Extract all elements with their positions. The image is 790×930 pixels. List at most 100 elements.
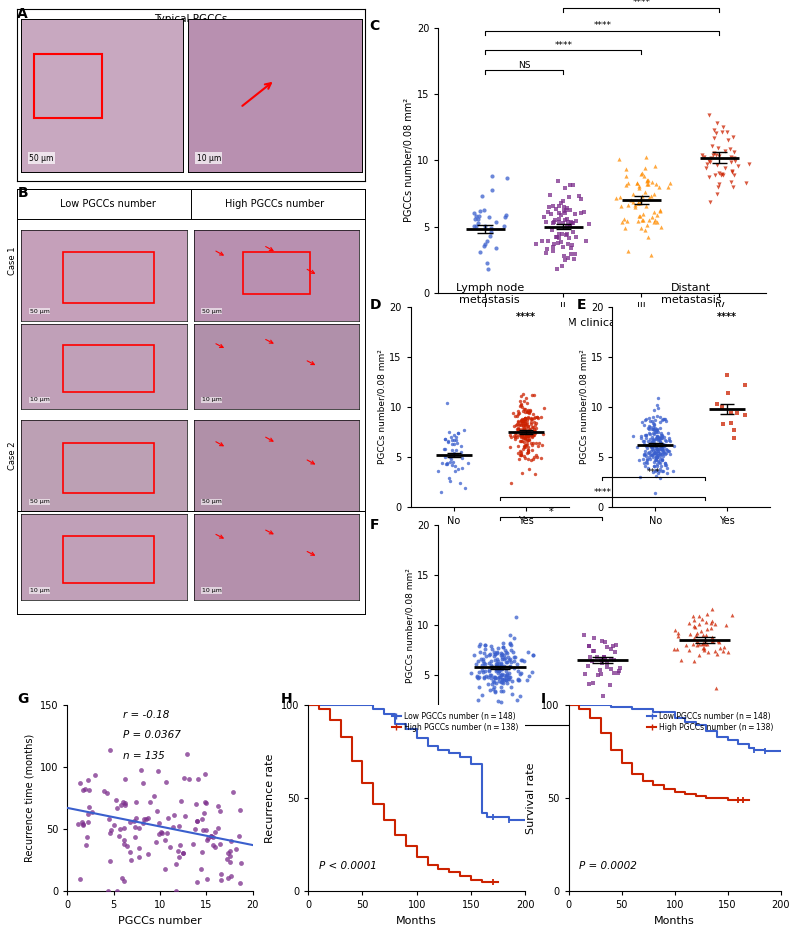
Point [521,427,534,442]
Point [606,639,619,654]
Text: NS: NS [518,60,531,70]
Point [522,409,535,424]
Point [656,438,669,453]
Point [525,417,537,432]
Point [98,783,111,798]
Point [599,634,611,649]
Point [555,234,567,249]
Point [635,188,648,203]
Point [585,654,598,669]
Point [634,196,646,211]
Point [517,449,530,464]
Point [604,651,617,666]
Point [520,423,532,438]
Point [557,216,570,231]
Point [652,465,664,480]
Point [468,206,480,220]
Point [641,433,654,448]
Point [551,262,563,277]
Point [659,458,672,472]
Point [650,432,663,446]
Point [706,634,719,649]
Point [634,429,647,444]
Point [573,189,585,204]
Point [176,845,189,860]
Point [519,431,532,445]
Point [477,653,490,668]
Point [732,159,744,174]
Point [495,684,507,698]
Point [124,845,137,860]
Point [660,434,672,449]
Point [215,873,228,888]
Point [514,433,526,448]
Point [584,650,596,665]
Point [512,673,525,688]
Point [555,227,568,242]
Point [574,192,587,206]
Point [455,445,468,459]
Point [553,227,566,242]
Bar [243,253,310,294]
Point [658,412,671,427]
Point [517,442,529,457]
Point [518,402,531,417]
Point [624,193,637,207]
Point [707,146,720,161]
Point [472,639,485,654]
Point [654,445,667,460]
Point [182,771,195,786]
Point [531,409,544,424]
Text: ***: *** [647,468,660,477]
Point [198,805,211,820]
Point [648,214,660,229]
Point [593,662,606,677]
Point [515,433,528,448]
Point [650,463,663,478]
Point [595,652,608,667]
Point [611,666,624,681]
Point [511,421,524,436]
Text: 10 μm: 10 μm [30,397,50,403]
Point [655,219,668,234]
Point [638,427,651,442]
Point [651,454,664,469]
Point [653,452,666,467]
Point [653,454,665,469]
Point [645,430,658,445]
Point [495,667,507,682]
Point [523,429,536,444]
Point [640,198,653,213]
Point [650,436,663,451]
Point [636,213,649,228]
Point [565,215,577,230]
Point [647,465,660,480]
Point [483,656,495,671]
Point [82,773,95,788]
Point [726,129,739,144]
Point [118,795,131,810]
Point [222,870,235,885]
Point [116,871,129,886]
Point [622,197,634,212]
Point [656,444,669,458]
Point [489,663,502,678]
Point [543,200,555,215]
Point [646,448,659,463]
Point [124,852,137,867]
Point [474,644,487,659]
Point [205,829,218,844]
Point [631,214,644,229]
Point [476,658,488,672]
Point [528,423,540,438]
Point [483,647,495,662]
Point [476,663,488,678]
Point [515,428,528,443]
Point [472,208,485,223]
Point [638,458,651,473]
Point [535,409,547,424]
Point [727,179,739,194]
Point [717,417,729,432]
Point [167,820,179,835]
Text: Case 1: Case 1 [8,246,17,274]
